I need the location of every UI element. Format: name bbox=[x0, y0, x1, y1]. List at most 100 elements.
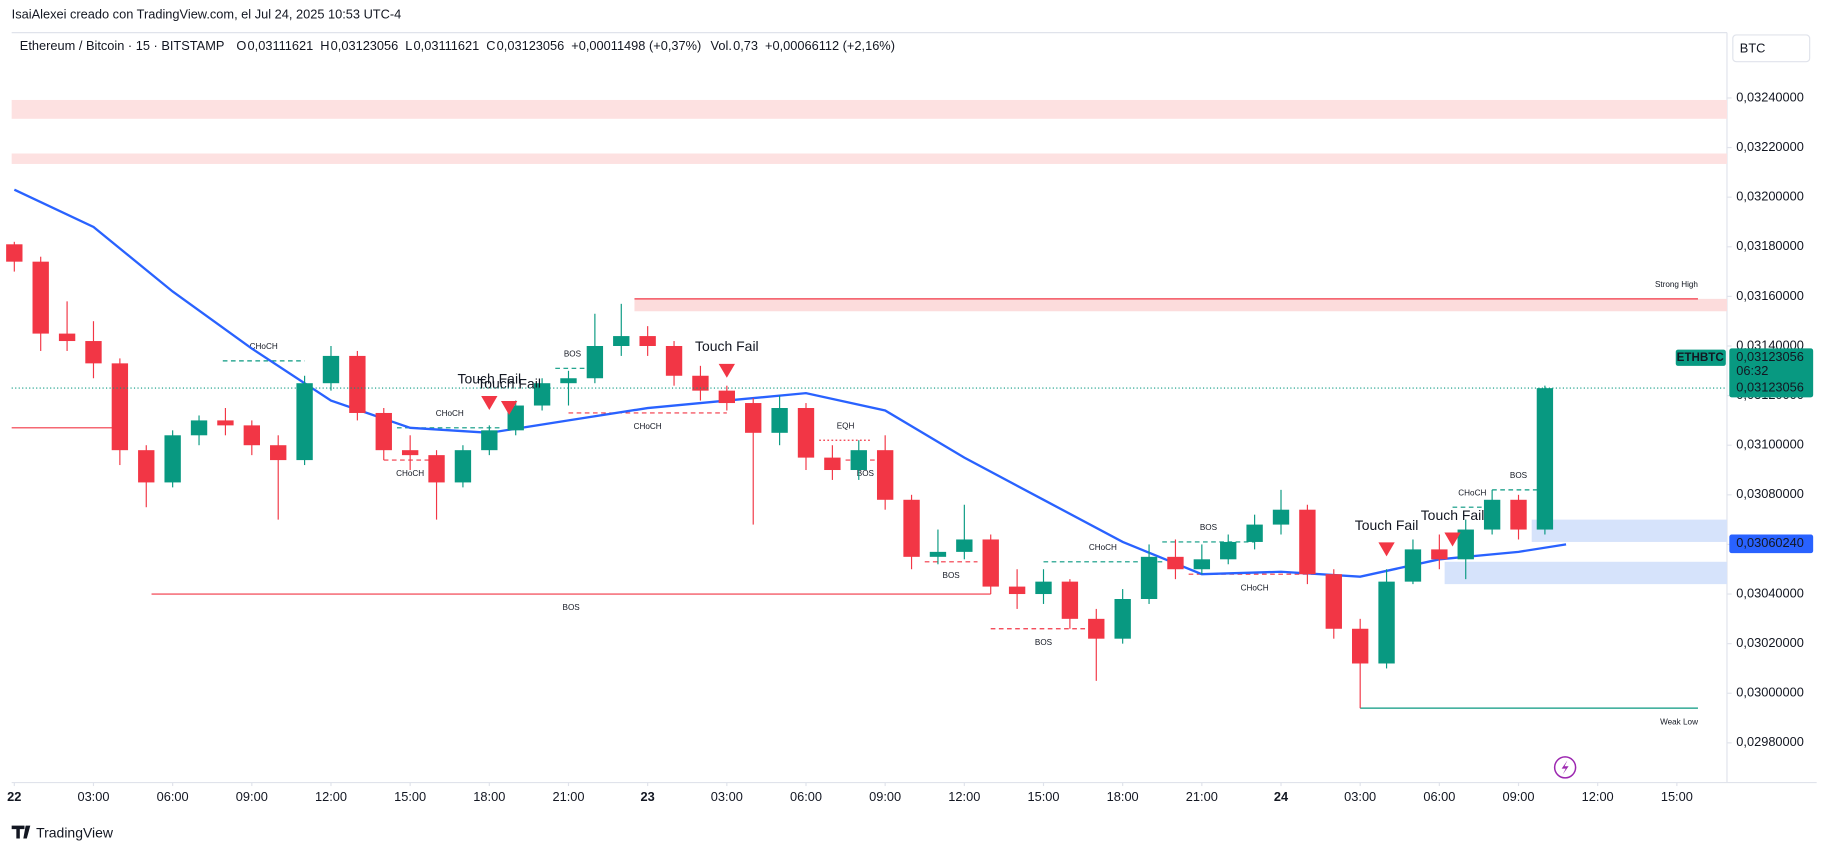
candle-body bbox=[138, 450, 155, 483]
ohlc-key: O bbox=[236, 38, 246, 53]
candle-body bbox=[322, 355, 340, 384]
candle-body bbox=[1114, 598, 1131, 639]
candle-body bbox=[1193, 559, 1211, 570]
structure-label: CHoCH bbox=[1241, 583, 1269, 592]
alert-icon-bolt bbox=[1561, 760, 1569, 775]
structure-label: BOS bbox=[564, 350, 582, 359]
symbol-tag-bg bbox=[1675, 349, 1726, 366]
candle-body bbox=[481, 430, 498, 451]
structure-label: Weak Low bbox=[1660, 717, 1698, 726]
candle-body bbox=[850, 450, 867, 471]
ma-tag-bg bbox=[1729, 534, 1814, 554]
candle-body bbox=[560, 378, 577, 384]
candle-body bbox=[586, 345, 604, 379]
ohlc-key: H bbox=[320, 38, 329, 53]
candle-body bbox=[1088, 618, 1105, 639]
candle-body bbox=[1220, 541, 1237, 560]
x-tick-label: 18:00 bbox=[1107, 789, 1139, 804]
touch-fail-marker bbox=[481, 396, 498, 411]
candle-body bbox=[639, 336, 656, 346]
candle-body bbox=[1008, 586, 1026, 595]
ohlc-key: C bbox=[486, 38, 495, 53]
x-tick-label: 15:00 bbox=[1027, 789, 1059, 804]
candle-body bbox=[718, 390, 736, 404]
candle-body bbox=[243, 425, 260, 446]
candle-body bbox=[349, 355, 366, 413]
candle-body bbox=[454, 450, 472, 483]
y-tick-label: 0,03220000 bbox=[1736, 139, 1804, 154]
x-tick-label: 21:00 bbox=[1186, 789, 1218, 804]
x-tick-label: 09:00 bbox=[1502, 789, 1534, 804]
x-tick-label: 12:00 bbox=[315, 789, 347, 804]
structure-label: BOS bbox=[1200, 523, 1218, 532]
x-tick-label: 21:00 bbox=[552, 789, 584, 804]
ohlc-key: L bbox=[405, 38, 412, 53]
zone bbox=[634, 298, 1727, 312]
structure-label: BOS bbox=[563, 603, 581, 612]
y-tick-label: 0,03100000 bbox=[1736, 437, 1804, 452]
volume-change: +0,00066112 (+2,16%) bbox=[765, 38, 895, 53]
touch-fail-marker bbox=[718, 363, 735, 378]
candle-body bbox=[1061, 581, 1079, 619]
ohlc-legend: O 0,03111621 H 0,03123056 L 0,03111621 C 0,0312… bbox=[236, 38, 895, 53]
change: +0,00011498 (+0,37%) bbox=[571, 38, 701, 53]
y-tick-label: 0,02980000 bbox=[1736, 734, 1804, 749]
candle-body bbox=[1431, 549, 1448, 560]
candle-body bbox=[6, 244, 23, 262]
y-tick-label: 0,03020000 bbox=[1736, 635, 1804, 650]
structure-label: CHoCH bbox=[1089, 543, 1117, 552]
candle-body bbox=[1351, 628, 1369, 664]
y-tick-label: 0,03200000 bbox=[1736, 189, 1804, 204]
x-tick-label: 09:00 bbox=[869, 789, 901, 804]
zone bbox=[1444, 561, 1727, 585]
x-tick-label: 03:00 bbox=[711, 789, 743, 804]
candle-body bbox=[1483, 499, 1501, 530]
candle-body bbox=[217, 420, 234, 426]
structure-label: CHoCH bbox=[436, 409, 464, 418]
candle-body bbox=[956, 539, 973, 552]
candle-body bbox=[533, 383, 551, 406]
candle-body bbox=[824, 457, 841, 471]
candle-body bbox=[1035, 581, 1052, 595]
touch-fail-marker bbox=[500, 401, 518, 415]
x-tick-label: 06:00 bbox=[157, 789, 189, 804]
symbol: Ethereum / Bitcoin · 15 · BITSTAMP bbox=[20, 38, 225, 53]
zone bbox=[1531, 519, 1727, 542]
y-tick-label: 0,03180000 bbox=[1736, 238, 1804, 253]
candle-body bbox=[190, 420, 208, 436]
candle-body bbox=[929, 551, 947, 557]
zone bbox=[11, 99, 1727, 119]
symbol-tag: ETHBTC bbox=[1677, 351, 1725, 364]
touch-fail-label: Touch Fail bbox=[1355, 517, 1419, 533]
candle-body bbox=[1272, 509, 1290, 525]
ohlc-value: 0,03123056 bbox=[497, 38, 565, 53]
volume-key: Vol. bbox=[711, 38, 732, 53]
candle-body bbox=[1510, 499, 1527, 530]
structure-label: BOS bbox=[1035, 638, 1053, 647]
candle-body bbox=[164, 435, 181, 483]
candle-body bbox=[982, 539, 999, 587]
ohlc-value: 0,03123056 bbox=[331, 38, 399, 53]
y-tick-label: 0,03240000 bbox=[1736, 89, 1804, 104]
x-tick-label: 15:00 bbox=[1661, 789, 1693, 804]
alert-icon[interactable] bbox=[1553, 756, 1577, 779]
candle-body bbox=[1299, 509, 1316, 575]
x-tick-label: 03:00 bbox=[1344, 789, 1376, 804]
x-tick-label: 15:00 bbox=[394, 789, 426, 804]
structure-label: CHoCH bbox=[250, 342, 278, 351]
ohlc-value: 0,03111621 bbox=[248, 38, 314, 53]
price-tag-bg bbox=[1729, 348, 1814, 398]
candle-body bbox=[58, 333, 76, 342]
ma-tag: 0,03060240 bbox=[1736, 535, 1804, 550]
candle-body bbox=[32, 261, 49, 334]
volume-value: 0,73 bbox=[733, 38, 758, 53]
currency[interactable]: BTC bbox=[1740, 40, 1766, 55]
x-tick-label: 06:00 bbox=[1423, 789, 1455, 804]
candle-body bbox=[1246, 524, 1263, 542]
credit: IsaiAlexei creado con TradingView.com, e… bbox=[12, 7, 402, 22]
structure-label: Strong High bbox=[1655, 280, 1698, 289]
countdown: 06:32 bbox=[1736, 363, 1768, 378]
candle-body bbox=[375, 412, 392, 451]
currency-button[interactable] bbox=[1732, 34, 1811, 63]
